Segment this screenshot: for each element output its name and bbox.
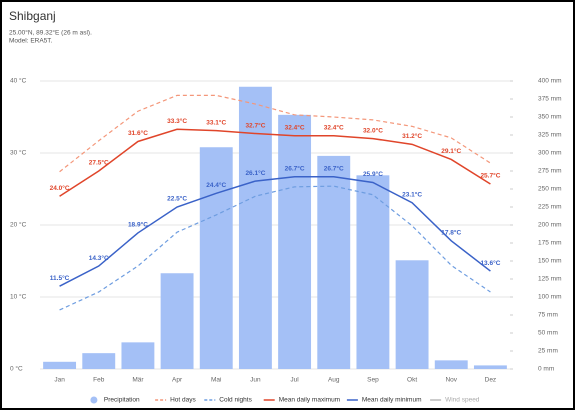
line	[59, 185, 491, 311]
y-tick-label: 0 °C	[10, 365, 23, 373]
data-label: 26.7°C	[324, 164, 344, 172]
legend-swatch	[90, 396, 98, 404]
bar	[121, 342, 155, 369]
y2-tick-label: 325 mm	[538, 132, 561, 139]
bar	[395, 260, 429, 369]
data-label: 11.5°C	[50, 274, 70, 282]
data-label: 32.4°C	[324, 123, 344, 131]
y-tick-label: 20 °C	[10, 221, 27, 229]
line	[59, 176, 491, 287]
data-label: 33.3°C	[167, 117, 187, 125]
y2-tick-label: 25 mm	[538, 348, 558, 355]
data-label: 29.1°C	[441, 147, 461, 155]
legend-label: Precipitation	[104, 397, 140, 404]
bar	[82, 353, 116, 369]
data-label: 27.5°C	[89, 159, 109, 167]
bar	[199, 147, 233, 369]
x-tick-label: Jul	[290, 377, 299, 384]
data-label: 24.0°C	[50, 184, 70, 192]
x-tick-label: Mai	[211, 377, 221, 384]
x-tick-label: Nov	[445, 377, 457, 384]
x-tick-label: Jan	[54, 377, 65, 384]
data-label: 17.8°C	[441, 229, 461, 237]
bar	[317, 155, 351, 369]
model-note: Model: ERA5T.	[9, 38, 53, 45]
y2-tick-label: 250 mm	[538, 186, 561, 193]
y-tick-label: 10 °C	[10, 293, 27, 301]
y2-tick-label: 275 mm	[538, 168, 561, 175]
x-tick-label: Dez	[485, 377, 497, 384]
x-tick-label: Jun	[250, 377, 261, 384]
bar	[473, 365, 507, 369]
data-label: 13.6°C	[480, 259, 500, 267]
y-tick-label: 30 °C	[10, 149, 27, 157]
x-tick-label: Sep	[367, 377, 379, 384]
data-label: 31.2°C	[402, 132, 422, 140]
data-label: 31.6°C	[128, 129, 148, 137]
bar	[160, 273, 194, 369]
chart-title: Shibganj	[9, 9, 56, 23]
x-tick-label: Apr	[172, 377, 183, 384]
data-label: 14.3°C	[89, 254, 109, 262]
bar	[434, 360, 468, 369]
line	[59, 94, 491, 173]
y2-tick-label: 100 mm	[538, 294, 561, 301]
data-label: 25.9°C	[363, 170, 383, 178]
data-label: 18.9°C	[128, 221, 148, 229]
bar	[278, 114, 312, 369]
x-tick-label: Feb	[93, 377, 105, 384]
data-label: 22.5°C	[167, 195, 187, 203]
y2-tick-label: 225 mm	[538, 204, 561, 211]
data-label: 32.4°C	[285, 123, 305, 131]
y2-tick-label: 300 mm	[538, 150, 561, 157]
y2-tick-label: 50 mm	[538, 330, 558, 337]
data-label: 26.1°C	[245, 169, 265, 177]
y-tick-label: 40 °C	[10, 77, 27, 85]
data-label: 25.7°C	[480, 172, 500, 180]
legend-label: Cold nights	[219, 397, 252, 404]
data-label: 26.7°C	[285, 164, 305, 172]
bar	[356, 175, 390, 369]
data-label: 32.0°C	[363, 126, 383, 134]
data-label: 32.7°C	[245, 121, 265, 129]
x-tick-label: Okt	[407, 377, 417, 384]
data-label: 23.1°C	[402, 190, 422, 198]
x-tick-label: Aug	[328, 377, 340, 384]
x-tick-label: Mär	[132, 377, 144, 384]
y2-tick-label: 175 mm	[538, 240, 561, 247]
bar	[43, 361, 77, 369]
y2-tick-label: 400 mm	[538, 78, 561, 85]
legend-label: Hot days	[170, 397, 196, 404]
y2-tick-label: 200 mm	[538, 222, 561, 229]
line	[59, 128, 491, 197]
y2-tick-label: 0 mm	[538, 366, 554, 373]
y2-tick-label: 125 mm	[538, 276, 561, 283]
subtitle: 25.00°N, 89.32°E (26 m asl).	[9, 29, 92, 37]
legend-label: Mean daily minimum	[362, 397, 422, 404]
legend-label: Mean daily maximum	[279, 397, 340, 404]
y2-tick-label: 375 mm	[538, 96, 561, 103]
legend-label: Wind speed	[445, 397, 480, 404]
y2-tick-label: 75 mm	[538, 312, 558, 319]
y2-tick-label: 150 mm	[538, 258, 561, 265]
data-label: 24.4°C	[206, 181, 226, 189]
y2-tick-label: 350 mm	[538, 114, 561, 121]
data-label: 33.1°C	[206, 118, 226, 126]
